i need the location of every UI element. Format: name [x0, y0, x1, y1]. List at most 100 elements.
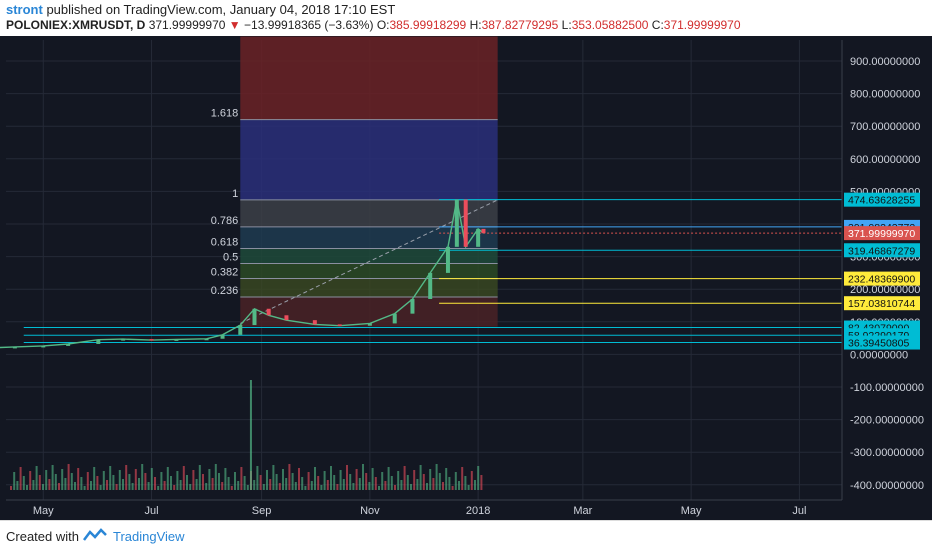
volume-bar [67, 464, 70, 490]
volume-bar [10, 486, 12, 490]
price-tag-label: 232.48369900 [848, 274, 915, 286]
volume-bar [464, 476, 467, 490]
volume-bar [122, 479, 124, 490]
volume-bar [419, 465, 422, 490]
candle [392, 313, 397, 324]
volume-bar [301, 477, 304, 490]
volume-bar [51, 465, 54, 490]
volume-bar [22, 476, 25, 490]
price-tick-label: -300.00000000 [850, 447, 924, 459]
candle [337, 324, 342, 326]
candle [220, 334, 225, 339]
volume-bar [445, 468, 448, 490]
high-value: 387.82779295 [481, 18, 559, 32]
volume-bar [230, 486, 233, 490]
footer: Created with TradingView [0, 520, 932, 551]
trend-line [240, 199, 498, 324]
volume-bar [326, 480, 329, 490]
price-tick-label: 800.00000000 [850, 89, 920, 101]
publish-line: stront published on TradingView.com, Jan… [6, 2, 395, 17]
price-tick-label: 900.00000000 [850, 56, 920, 68]
open-value: 385.99918299 [389, 18, 467, 32]
price-tag [844, 192, 920, 207]
candle [66, 343, 71, 346]
volume-bar [413, 470, 416, 490]
candle [445, 246, 450, 273]
volume-bar [147, 482, 150, 490]
volume-bar [323, 471, 326, 490]
volume-bar [211, 478, 214, 490]
volume-bar [365, 473, 368, 490]
volume-bar [83, 486, 86, 490]
volume-bar [304, 486, 307, 490]
volume-bar [294, 482, 297, 490]
volume-bar [333, 475, 336, 490]
volume-bar [470, 471, 473, 490]
fib-label: 0.618 [211, 236, 239, 248]
author-name[interactable]: stront [6, 2, 43, 17]
tradingview-brand-link[interactable]: TradingView [113, 529, 185, 544]
chart-area[interactable]: 1.618 1 0.786 0.618 0.5 0.382 0.236 900.0000000… [0, 36, 932, 520]
close-value: 371.99999970 [663, 18, 741, 32]
volume-bar [403, 466, 406, 490]
price-tick-label: 200.00000000 [850, 284, 920, 296]
fib-label: 0.382 [211, 266, 239, 278]
volume-bar [205, 483, 208, 490]
volume-bar [397, 471, 400, 490]
volume-bar [256, 466, 259, 490]
fib-label: 0.236 [211, 285, 239, 297]
volume-bar [125, 465, 128, 490]
open-label: O: [376, 18, 390, 32]
volume-bar [106, 480, 108, 490]
volume-bar [19, 467, 22, 490]
volume-bar [48, 479, 51, 490]
price-change: −13.99918365 (−3.63%) [244, 18, 374, 32]
volume-bar [342, 479, 345, 490]
tradingview-logo-icon [83, 528, 107, 541]
volume-bar [336, 484, 339, 490]
chart-canvas[interactable]: 1.618 1 0.786 0.618 0.5 0.382 0.236 900.0000000… [0, 36, 932, 520]
volume-bar [339, 470, 342, 490]
high-label: H: [469, 18, 482, 32]
candle [312, 320, 317, 325]
price-series-line [0, 199, 484, 349]
candle [481, 228, 486, 234]
volume-bar [448, 477, 451, 490]
price-tag-label: 319.46867279 [848, 245, 915, 257]
volume-bar [246, 485, 249, 490]
volume-bar [275, 474, 278, 490]
volume-bar [77, 468, 80, 490]
volume-bar [134, 469, 137, 490]
volume-bar [26, 485, 28, 490]
time-tick-label: Jul [145, 505, 159, 517]
volume-bar [358, 478, 361, 490]
volume-bar [371, 468, 374, 490]
volume-bar [426, 483, 428, 490]
fib-zone [240, 226, 498, 249]
volume-bar [310, 481, 313, 490]
volume-bar [150, 468, 153, 490]
down-arrow-icon: ▼ [228, 18, 241, 32]
volume-bar [390, 476, 393, 490]
volume-bar [198, 465, 201, 490]
volume-bar [285, 478, 288, 490]
volume-bar [38, 475, 41, 490]
symbol-line: POLONIEX:XMRUSDT, D 371.99999970 ▼ −13.9… [6, 18, 741, 32]
volume-bar [138, 478, 140, 490]
candle [238, 325, 243, 335]
publish-info: published on TradingView.com, January 04… [42, 2, 396, 17]
volume-bar [163, 481, 166, 490]
time-tick-label: May [33, 505, 54, 517]
volume-bar [416, 479, 419, 490]
volume-bar [438, 473, 441, 490]
volume-bar [240, 467, 243, 490]
fib-zone [240, 278, 498, 298]
volume-bar [13, 472, 16, 490]
volume-bar [362, 464, 364, 490]
candle [204, 338, 209, 341]
volume-bar [221, 482, 224, 490]
price-tick-label: 0.00000000 [850, 349, 908, 361]
volume-bar [109, 466, 112, 490]
volume-bar [266, 470, 268, 490]
volume-bar [176, 471, 179, 490]
